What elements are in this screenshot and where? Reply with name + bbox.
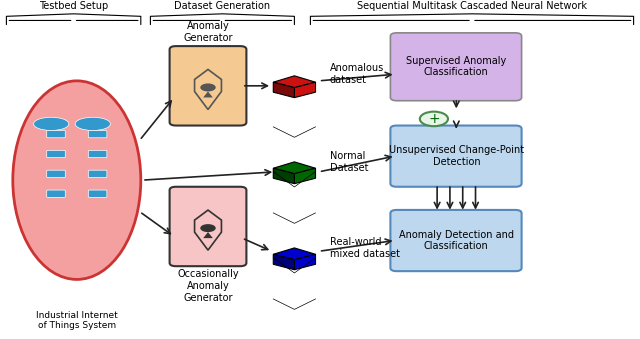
Ellipse shape <box>33 117 68 131</box>
Polygon shape <box>203 232 213 238</box>
FancyBboxPatch shape <box>47 151 65 158</box>
Text: Dataset Generation: Dataset Generation <box>174 1 271 11</box>
Circle shape <box>200 224 216 232</box>
Text: Normal
Dataset: Normal Dataset <box>330 151 368 173</box>
FancyBboxPatch shape <box>88 131 107 138</box>
Polygon shape <box>273 162 316 174</box>
Text: Testbed Setup: Testbed Setup <box>39 1 108 11</box>
Text: Anomaly
Generator: Anomaly Generator <box>183 21 233 43</box>
Text: Anomaly Detection and
Classification: Anomaly Detection and Classification <box>399 230 514 251</box>
Circle shape <box>420 112 448 126</box>
FancyBboxPatch shape <box>47 190 65 197</box>
Circle shape <box>200 83 216 92</box>
Text: Occasionally
Anomaly
Generator: Occasionally Anomaly Generator <box>177 270 239 303</box>
Text: Supervised Anomaly
Classification: Supervised Anomaly Classification <box>406 56 506 77</box>
Polygon shape <box>203 92 213 98</box>
Polygon shape <box>294 254 316 270</box>
Polygon shape <box>273 168 294 184</box>
FancyBboxPatch shape <box>88 151 107 158</box>
Polygon shape <box>273 248 316 260</box>
FancyBboxPatch shape <box>390 33 522 101</box>
FancyBboxPatch shape <box>390 210 522 271</box>
Text: Sequential Multitask Cascaded Neural Network: Sequential Multitask Cascaded Neural Net… <box>357 1 587 11</box>
Polygon shape <box>294 168 316 184</box>
Text: Unsupervised Change-Point
Detection: Unsupervised Change-Point Detection <box>388 145 524 167</box>
Polygon shape <box>273 76 316 88</box>
FancyBboxPatch shape <box>390 125 522 187</box>
Ellipse shape <box>76 117 111 131</box>
Polygon shape <box>273 82 294 98</box>
FancyBboxPatch shape <box>88 190 107 197</box>
Polygon shape <box>273 254 294 270</box>
FancyBboxPatch shape <box>88 170 107 178</box>
Text: Anomalous
dataset: Anomalous dataset <box>330 63 384 85</box>
Text: +: + <box>428 112 440 126</box>
Ellipse shape <box>13 81 141 279</box>
Text: Real-world
mixed dataset: Real-world mixed dataset <box>330 237 399 259</box>
FancyBboxPatch shape <box>47 131 65 138</box>
FancyBboxPatch shape <box>170 46 246 125</box>
FancyBboxPatch shape <box>170 187 246 266</box>
FancyBboxPatch shape <box>47 170 65 178</box>
Text: Industrial Internet
of Things System: Industrial Internet of Things System <box>36 311 118 330</box>
Polygon shape <box>294 82 316 98</box>
